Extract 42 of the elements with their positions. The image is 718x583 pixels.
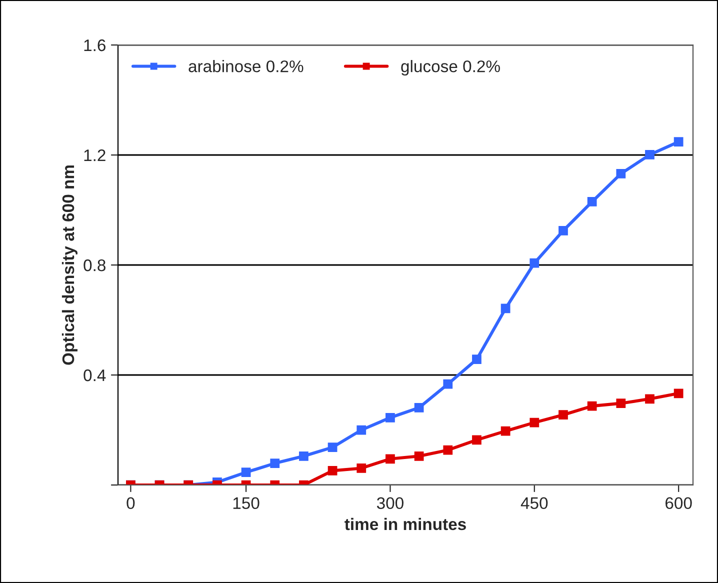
point <box>443 379 453 389</box>
point <box>356 464 366 473</box>
point <box>558 226 568 236</box>
point <box>645 394 654 404</box>
point <box>645 150 654 160</box>
y-tick-label: 1.6 <box>84 39 106 52</box>
point <box>414 451 424 461</box>
y-tick-label: 0.8 <box>84 259 106 272</box>
point <box>386 454 395 464</box>
point <box>472 354 482 364</box>
x-tick-label: 150 <box>233 497 260 510</box>
point <box>530 258 540 268</box>
point <box>270 458 280 468</box>
y-tick-label: 1.2 <box>84 149 106 162</box>
y-axis-title: Optical density at 600 nm <box>62 166 78 365</box>
point <box>558 410 568 420</box>
point <box>443 445 453 455</box>
point <box>587 401 597 411</box>
point <box>500 426 510 436</box>
x-tick-label: 450 <box>520 497 548 510</box>
point <box>587 197 597 206</box>
legend-label: arabinose 0.2% <box>188 60 304 72</box>
point <box>616 169 626 178</box>
legend-label: glucose 0.2% <box>401 60 500 76</box>
x-axis-title: time in minutes <box>344 518 466 530</box>
point <box>500 304 510 314</box>
point <box>356 425 366 435</box>
point <box>530 418 540 428</box>
point <box>299 451 308 461</box>
point <box>616 398 626 408</box>
point <box>328 466 338 476</box>
x-tick-label: 600 <box>666 497 692 510</box>
point <box>386 412 395 422</box>
y-tick-label: 0.4 <box>84 369 106 382</box>
x-tick-label: 300 <box>376 497 404 510</box>
point <box>674 137 684 146</box>
point <box>414 403 424 412</box>
x-tick-label: 0 <box>126 497 135 510</box>
point <box>472 435 482 445</box>
point <box>241 468 251 478</box>
point <box>674 388 684 398</box>
point <box>328 442 338 452</box>
